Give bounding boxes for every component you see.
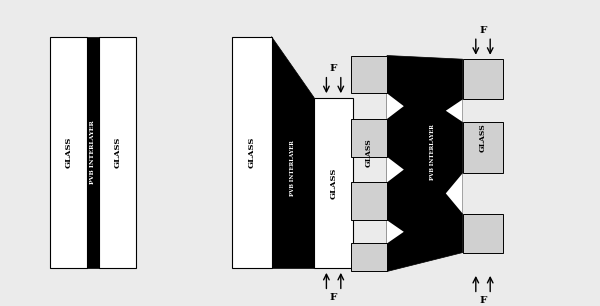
Bar [351, 55, 387, 93]
Text: GLASS: GLASS [329, 167, 338, 199]
Text: PVB INTERLAYER: PVB INTERLAYER [290, 140, 295, 196]
Bar [87, 37, 99, 268]
Bar [463, 122, 503, 173]
Text: F: F [479, 26, 487, 35]
Text: F: F [479, 296, 487, 305]
Text: GLASS: GLASS [113, 137, 122, 168]
Text: F: F [330, 293, 337, 302]
Bar [351, 243, 387, 271]
Text: PVB INTERLAYER: PVB INTERLAYER [430, 125, 434, 181]
Polygon shape [446, 173, 463, 214]
Polygon shape [387, 93, 404, 119]
Bar [463, 59, 503, 99]
Text: GLASS: GLASS [64, 137, 73, 168]
Bar [351, 182, 387, 220]
Bar [463, 214, 503, 252]
Bar [351, 119, 387, 157]
Polygon shape [271, 37, 314, 268]
Text: GLASS: GLASS [365, 138, 373, 167]
Polygon shape [387, 55, 463, 271]
Text: GLASS: GLASS [479, 123, 487, 152]
Bar [314, 98, 353, 268]
Bar [50, 37, 87, 268]
Polygon shape [387, 220, 404, 243]
Text: GLASS: GLASS [248, 137, 256, 168]
Bar [232, 37, 271, 268]
Polygon shape [446, 99, 463, 122]
Polygon shape [387, 157, 404, 182]
Bar [99, 37, 136, 268]
Text: F: F [330, 64, 337, 73]
Text: PVB INTERLAYER: PVB INTERLAYER [91, 121, 95, 185]
